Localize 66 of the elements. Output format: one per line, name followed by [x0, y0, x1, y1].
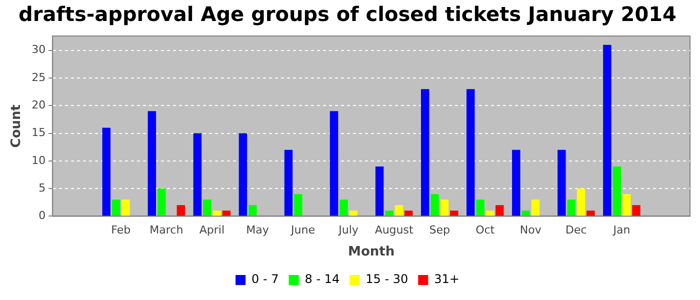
bar	[622, 194, 631, 216]
bar	[294, 194, 302, 216]
y-tick-label: 15	[32, 126, 46, 140]
x-tick-label: Jan	[612, 224, 630, 237]
bar	[522, 210, 530, 216]
x-tick-label: August	[374, 224, 414, 237]
y-tick-label: 20	[32, 98, 46, 112]
bar	[248, 205, 257, 216]
bar	[148, 111, 156, 216]
bar	[340, 200, 348, 216]
bar	[603, 44, 612, 216]
bar	[394, 205, 404, 216]
y-tick-label: 10	[32, 154, 46, 167]
bar	[576, 188, 586, 216]
bar	[222, 210, 231, 216]
bar	[586, 210, 595, 216]
bar	[122, 200, 130, 216]
bar	[212, 210, 221, 216]
bar	[349, 210, 358, 216]
bar	[430, 194, 439, 216]
legend-label: 0 - 7	[252, 272, 279, 286]
x-tick-label: Sep	[429, 224, 450, 237]
x-tick-label: April	[199, 224, 225, 237]
y-tick-label: 25	[32, 70, 46, 84]
bar	[612, 166, 621, 216]
legend-label: 8 - 14	[304, 272, 340, 286]
x-tick-label: Oct	[476, 224, 496, 237]
bar	[330, 111, 338, 216]
bar	[193, 133, 202, 216]
bar	[486, 210, 494, 216]
x-tick-label: March	[150, 224, 184, 237]
x-tick-label: June	[290, 224, 316, 237]
bar	[567, 200, 576, 216]
bar	[176, 205, 186, 216]
bar	[203, 200, 212, 216]
bar	[420, 89, 430, 216]
bar	[102, 128, 110, 216]
bar	[157, 188, 166, 216]
x-tick-label: Nov	[520, 224, 542, 237]
bar	[404, 210, 413, 216]
y-tick-label: 5	[38, 181, 46, 194]
bar	[476, 200, 484, 216]
bar	[284, 150, 293, 216]
x-tick-label: Dec	[566, 224, 587, 237]
x-axis-title: Month	[348, 244, 395, 260]
x-tick-label: Feb	[111, 224, 131, 237]
bar	[512, 150, 520, 216]
legend-label: 15 - 30	[366, 272, 408, 286]
bar	[238, 133, 248, 216]
bar	[496, 205, 504, 216]
x-tick-label: May	[246, 224, 270, 237]
bar	[440, 200, 449, 216]
bar	[385, 210, 394, 216]
x-tick-label: July	[338, 224, 359, 237]
y-tick-label: 30	[32, 43, 46, 56]
bar	[632, 205, 640, 216]
bar	[558, 150, 566, 216]
y-tick-label: 0	[38, 209, 46, 222]
bar	[375, 166, 384, 216]
chart-title: drafts-approval Age groups of closed tickets January 2014	[18, 2, 676, 26]
bar	[531, 200, 540, 216]
legend-label: 31+	[434, 272, 460, 286]
bar	[466, 89, 475, 216]
y-axis-title: Count	[9, 104, 24, 148]
bar	[112, 200, 120, 216]
bar	[450, 210, 458, 216]
